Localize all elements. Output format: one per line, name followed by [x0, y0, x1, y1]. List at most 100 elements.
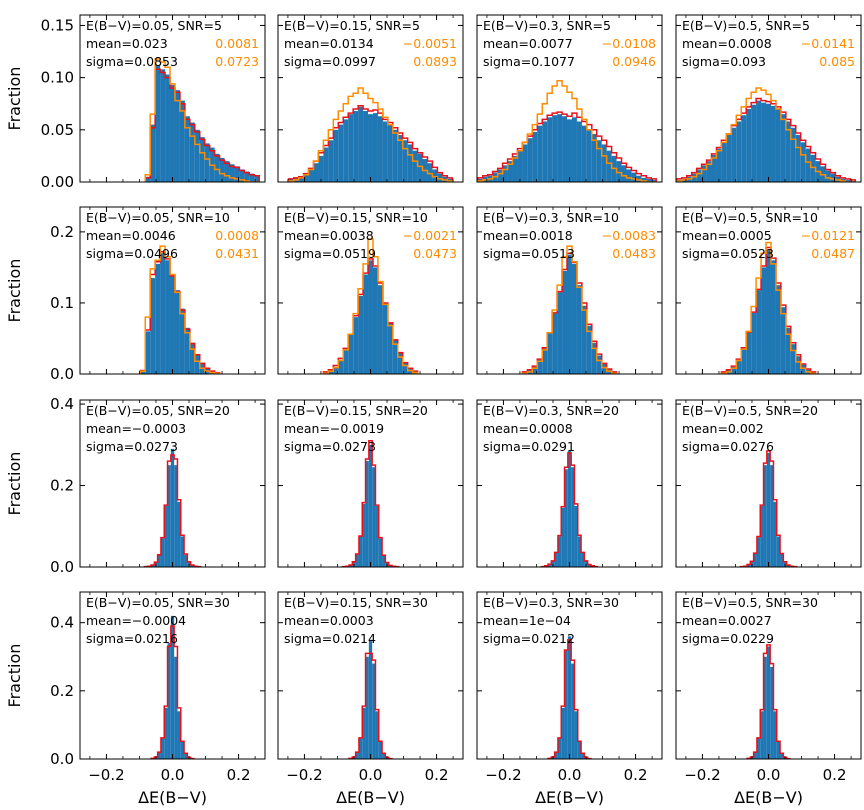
histogram-bar: [790, 344, 796, 374]
histogram-bar: [377, 285, 383, 374]
histogram-bar: [795, 135, 801, 182]
histogram-outline-red: [547, 638, 592, 759]
panel-r0-c2: E(B−V)=0.3, SNR=5 mean=0.0077 sigma=0.1077…: [476, 14, 663, 183]
panel-title: E(B−V)=0.3, SNR=20: [483, 403, 619, 418]
histogram-bar: [151, 564, 155, 567]
panel-sigma: sigma=0.0997: [284, 54, 376, 69]
histogram-outline-orange: [322, 238, 419, 374]
histogram-bar: [155, 263, 161, 374]
histogram-bar: [372, 113, 378, 182]
x-axis-label: ΔE(B−V): [336, 788, 405, 807]
histogram-bar: [372, 663, 376, 759]
histogram-bar: [328, 370, 334, 374]
y-tick-label: 0.0: [50, 365, 74, 383]
histogram-bar: [766, 646, 771, 759]
histogram-bar: [194, 129, 200, 182]
panel-r1-c0: 0.0 0.1 0.2 E(B−V)=0.05, SNR=10 mean=0.0046 s…: [5, 206, 266, 383]
histogram-outline-red: [341, 439, 400, 567]
histogram-bar: [402, 140, 408, 182]
histogram-bar: [651, 179, 657, 182]
histogram-bar: [145, 176, 151, 182]
histogram-bar: [736, 121, 742, 182]
histogram-bar: [174, 465, 178, 567]
histogram-bar: [167, 465, 171, 567]
histogram-bar: [412, 150, 418, 182]
histogram-bar: [249, 173, 255, 182]
histogram-bar: [184, 327, 190, 374]
histogram-bar: [581, 305, 587, 374]
histogram-bar: [586, 325, 592, 374]
panel-mean: mean=0.0134: [284, 36, 374, 51]
histogram-bar: [358, 738, 363, 759]
panel-sigma-alt: 0.0483: [612, 246, 656, 261]
histogram-bar: [349, 564, 353, 567]
panel-sigma-alt: 0.0946: [612, 54, 656, 69]
histogram-outline-red: [739, 450, 798, 567]
histogram-bar: [375, 711, 379, 759]
y-tick-label: 0.15: [41, 16, 74, 34]
histogram-bar: [731, 366, 737, 374]
panel-sigma-alt: 0.0431: [215, 246, 259, 261]
panel-sigma: sigma=0.0523: [682, 246, 774, 261]
panel-mean: mean=0.0038: [284, 228, 374, 243]
histogram-outline-red: [540, 452, 599, 567]
histogram-bar: [770, 465, 774, 567]
histogram-bar: [375, 505, 379, 567]
histogram-bar: [567, 254, 572, 374]
histogram-outline-red: [348, 652, 393, 759]
panel-sigma: sigma=0.0291: [483, 439, 575, 454]
panel-mean: mean=0.0008: [483, 421, 573, 436]
histogram-bar: [382, 121, 388, 182]
x-axis-label: ΔE(B−V): [138, 788, 207, 807]
histogram-bar: [586, 129, 592, 182]
histogram-bar: [542, 121, 548, 182]
panel-sigma-alt: 0.0893: [413, 54, 457, 69]
histogram-bar: [766, 452, 771, 567]
histogram-bar: [601, 364, 607, 374]
histogram-bar: [298, 176, 304, 182]
histogram-bar: [577, 741, 582, 759]
panel-plot-area: [287, 87, 454, 182]
histogram-bar: [581, 125, 587, 182]
histogram-bar: [775, 108, 781, 182]
histogram-bar: [397, 135, 403, 182]
panel-sigma: sigma=0.0853: [86, 54, 178, 69]
histogram-bar: [164, 505, 168, 567]
histogram-bar: [368, 639, 373, 759]
panel-title: E(B−V)=0.3, SNR=30: [483, 595, 619, 610]
histogram-bar: [557, 114, 563, 182]
histogram-bar: [780, 753, 784, 759]
panel-r3-c2: −0.2 0.0 0.2 E(B−V)=0.3, SNR=30 mean=1e−04 si…: [476, 591, 663, 807]
panel-mean-alt: 0.0081: [215, 36, 259, 51]
panel-title: E(B−V)=0.5, SNR=30: [682, 595, 818, 610]
x-tick-label: −0.2: [286, 766, 322, 784]
histogram-bar: [564, 469, 568, 567]
panel-title: E(B−V)=0.15, SNR=20: [284, 403, 428, 418]
panel-sigma-alt: 0.085: [819, 54, 855, 69]
histogram-bar: [557, 536, 562, 567]
x-axis-label: ΔE(B−V): [535, 788, 604, 807]
histogram-bar: [239, 169, 245, 182]
histogram-outline-red: [746, 644, 791, 759]
histogram-bar: [761, 267, 767, 374]
histogram-bar: [417, 153, 423, 182]
histogram-bar: [145, 331, 151, 374]
panel-r0-c1: E(B−V)=0.15, SNR=5 mean=0.0134 sigma=0.099…: [277, 14, 464, 183]
panel-mean-alt: −0.0121: [801, 228, 855, 243]
histogram-bar: [362, 707, 366, 759]
histogram-outline-orange: [521, 245, 618, 374]
histogram-bar: [229, 164, 235, 182]
histogram-bar: [160, 253, 166, 374]
histogram-bar: [179, 100, 185, 182]
histogram-bar: [343, 119, 349, 182]
histogram-bar: [631, 172, 637, 182]
histogram-bar: [581, 552, 585, 567]
histogram-bar: [502, 165, 508, 182]
panel-r0-c0: 0.00 0.05 0.10 0.15 E(B−V)=0.05, SNR=5 mean=0…: [5, 14, 266, 191]
panel-plot-area: [477, 80, 657, 182]
histogram-bar: [190, 564, 194, 567]
histogram-bar: [365, 461, 369, 567]
histogram-bar: [358, 106, 364, 182]
histogram-bar: [308, 169, 314, 182]
histogram-bar: [756, 100, 762, 182]
